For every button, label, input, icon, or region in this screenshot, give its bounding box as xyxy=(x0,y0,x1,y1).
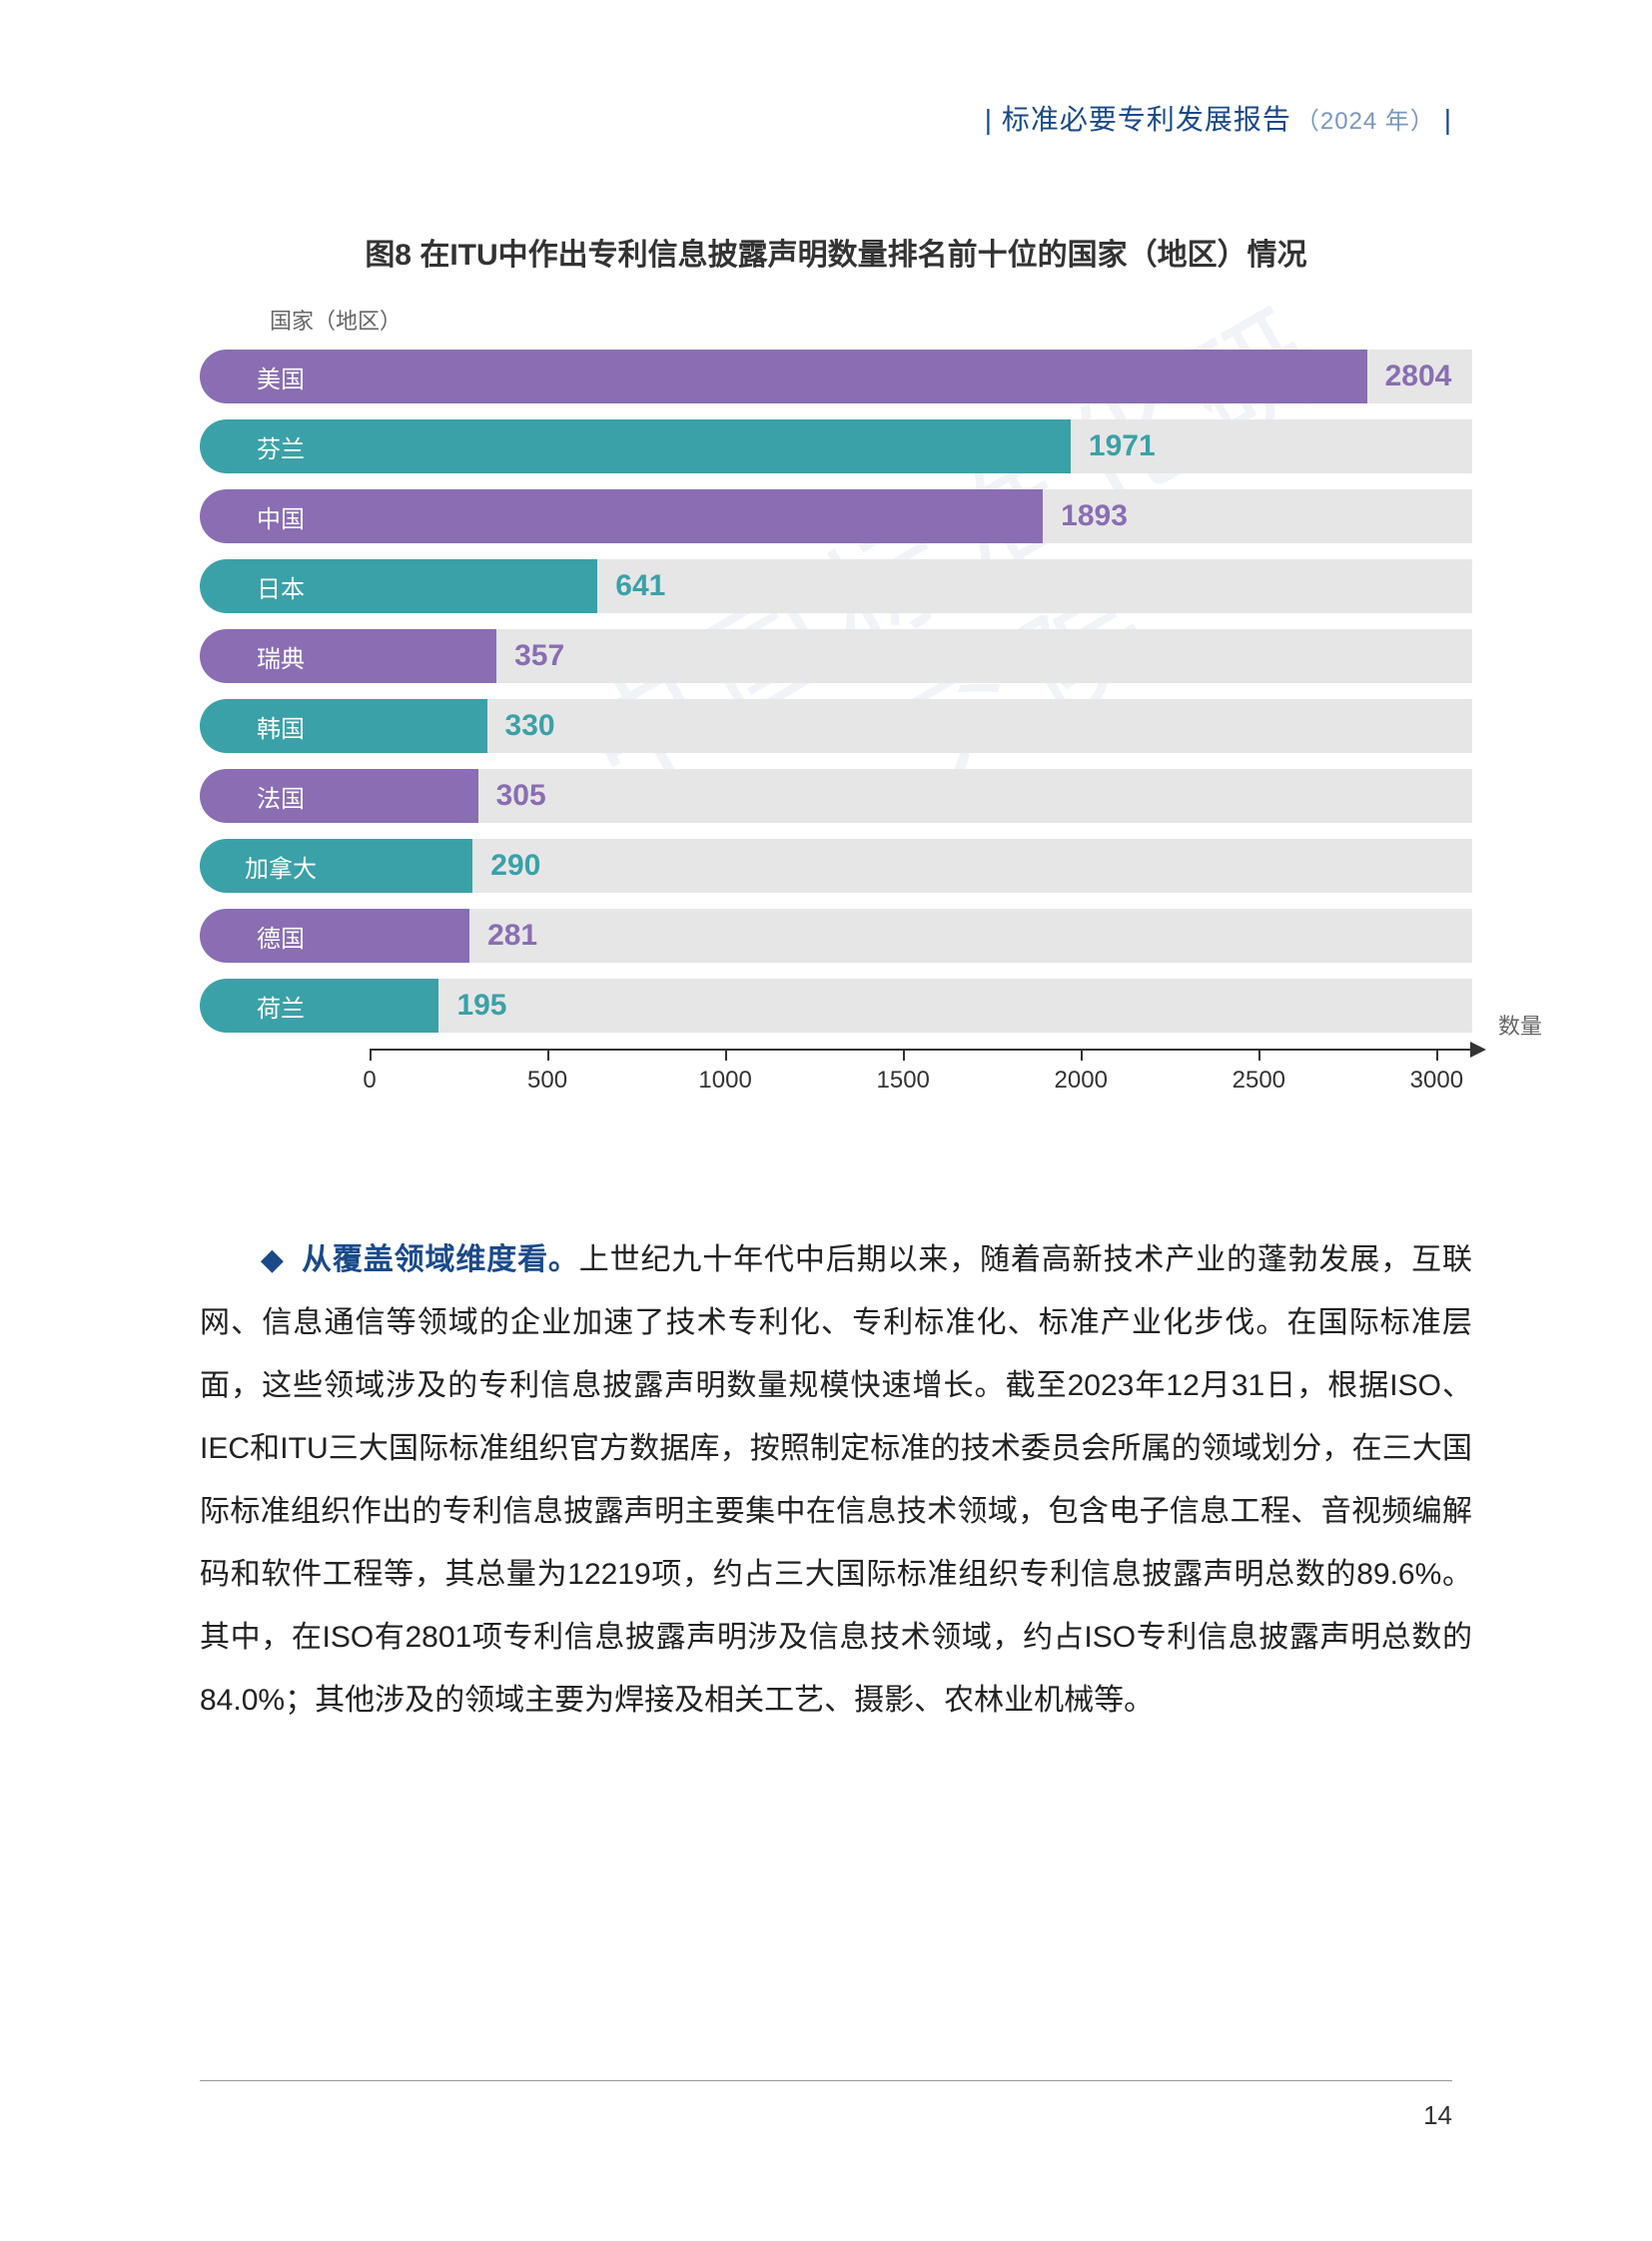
category-label: 日本 xyxy=(200,559,370,613)
running-header: | 标准必要专利发展报告（2024 年） | xyxy=(985,98,1452,138)
x-tick-label: 3000 xyxy=(1410,1067,1463,1095)
bar-fill xyxy=(370,979,438,1033)
bar-value: 357 xyxy=(496,629,564,683)
paragraph-body: 上世纪九十年代中后期以来，随着高新技术产业的蓬勃发展，互联网、信息通信等领域的企… xyxy=(200,1243,1472,1717)
bar-fill xyxy=(370,629,496,683)
x-tick xyxy=(725,1049,727,1061)
chart-title: 图8 在ITU中作出专利信息披露声明数量排名前十位的国家（地区）情况 xyxy=(200,230,1472,274)
bar-value: 641 xyxy=(597,559,665,613)
category-label: 荷兰 xyxy=(200,979,370,1033)
x-tick xyxy=(547,1049,549,1061)
bar-value: 2804 xyxy=(1367,350,1452,403)
diamond-bullet-icon: ◆ xyxy=(260,1243,285,1276)
category-label: 德国 xyxy=(200,909,370,963)
bar-fill xyxy=(370,419,1071,473)
body-paragraph: ◆ 从覆盖领域维度看。上世纪九十年代中后期以来，随着高新技术产业的蓬勃发展，互联… xyxy=(200,1228,1472,1732)
footer-rule xyxy=(200,2080,1452,2081)
y-axis-title: 国家（地区） xyxy=(270,304,1472,336)
bar-row: 281 xyxy=(370,909,1472,963)
x-axis-arrow-icon xyxy=(1470,1042,1486,1058)
category-label: 法国 xyxy=(200,769,370,823)
bar-fill xyxy=(370,699,487,753)
bar-value: 305 xyxy=(478,769,546,823)
bar-fill xyxy=(370,909,469,963)
x-tick xyxy=(370,1049,372,1061)
x-tick-label: 500 xyxy=(527,1067,567,1095)
header-suffix: （2024 年） xyxy=(1295,108,1435,135)
chart-figure-8: 图8 在ITU中作出专利信息披露声明数量排名前十位的国家（地区）情况 国家（地区… xyxy=(200,230,1472,1109)
bar-row: 305 xyxy=(370,769,1472,823)
bar-row: 1971 xyxy=(370,419,1472,473)
bar-row: 357 xyxy=(370,629,1472,683)
bar-fill xyxy=(370,769,478,823)
x-tick-label: 2000 xyxy=(1055,1067,1108,1095)
x-tick-label: 0 xyxy=(363,1067,376,1095)
category-label: 加拿大 xyxy=(200,839,370,893)
bar-value: 281 xyxy=(469,909,537,963)
category-label: 芬兰 xyxy=(200,419,370,473)
bars-column: 2804 1971 1893 641 357 330 305 290 281 195 xyxy=(370,350,1472,1049)
x-axis-title: 数量 xyxy=(1498,1009,1542,1041)
x-tick-label: 1500 xyxy=(876,1067,929,1095)
category-labels-column: 美国芬兰中国日本瑞典韩国法国加拿大德国荷兰 xyxy=(200,350,370,1049)
bar-row: 195 xyxy=(370,979,1472,1033)
category-label: 中国 xyxy=(200,489,370,543)
bar-row: 641 xyxy=(370,559,1472,613)
bar-value: 290 xyxy=(472,839,540,893)
bar-fill xyxy=(370,559,597,613)
x-tick xyxy=(1258,1049,1260,1061)
bar-value: 1893 xyxy=(1043,489,1128,543)
x-tick xyxy=(1436,1049,1438,1061)
x-tick-label: 1000 xyxy=(698,1067,751,1095)
x-tick xyxy=(903,1049,905,1061)
bar-row: 2804 xyxy=(370,350,1472,403)
paragraph-lead: 从覆盖领域维度看。 xyxy=(302,1243,579,1276)
bar-track xyxy=(370,979,1472,1033)
x-axis: 数量 050010001500200025003000 xyxy=(370,1049,1472,1109)
category-label: 韩国 xyxy=(200,699,370,753)
bar-value: 1971 xyxy=(1071,419,1156,473)
category-label: 美国 xyxy=(200,350,370,403)
bar-value: 195 xyxy=(438,979,506,1033)
header-title: 标准必要专利发展报告 xyxy=(1002,104,1291,135)
bar-fill xyxy=(370,839,472,893)
page-number: 14 xyxy=(1423,2100,1452,2131)
bar-row: 330 xyxy=(370,699,1472,753)
bar-fill xyxy=(370,350,1367,403)
bar-fill xyxy=(370,489,1043,543)
category-label: 瑞典 xyxy=(200,629,370,683)
x-tick xyxy=(1081,1049,1083,1061)
bar-row: 290 xyxy=(370,839,1472,893)
bar-row: 1893 xyxy=(370,489,1472,543)
bar-value: 330 xyxy=(487,699,555,753)
x-tick-label: 2500 xyxy=(1233,1067,1285,1095)
